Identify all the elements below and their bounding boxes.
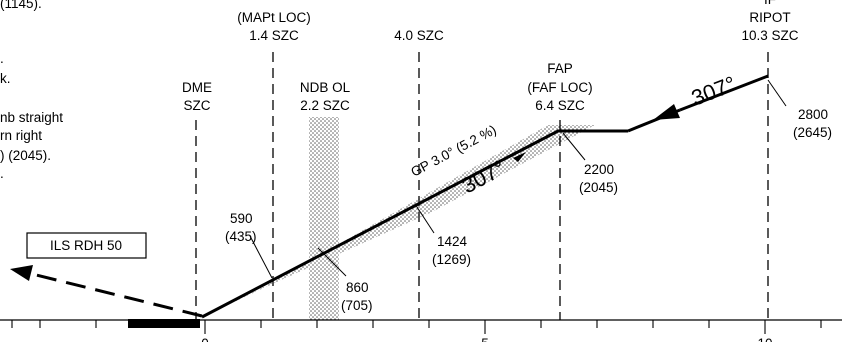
ndb-altitude-agl: (705) (341, 298, 373, 313)
ip-label-line2: RIPOT (749, 10, 790, 25)
altitude-callouts: 2800 (2645) 2200 (2045) 590 (435) 1424 (… (225, 107, 832, 313)
ndb-shaded-band (309, 117, 339, 320)
fix-lines (195, 52, 769, 320)
fap-label-line3: 6.4 SZC (535, 98, 585, 113)
ils-rdh-box: ILS RDH 50 (26, 232, 147, 259)
ndb-altitude-msl: 860 (346, 280, 369, 295)
note-line: . (0, 166, 4, 181)
ip-altitude-msl: 2800 (798, 107, 828, 122)
distance-scale: 0 5 10 (0, 319, 842, 342)
inbound-arrow-icon (653, 104, 680, 120)
ip-altitude-agl: (2645) (793, 125, 832, 140)
procedure-notes: (1145). . k. nb straight rn right ) (204… (0, 0, 63, 181)
ip-label-line1: IF (764, 0, 776, 7)
note-line: k. (0, 71, 11, 86)
ip-label-line3: 10.3 SZC (741, 28, 798, 43)
scale-label: 10 (757, 336, 772, 342)
dme-label-line1: DME (182, 80, 212, 95)
note-line: . (0, 51, 4, 66)
mapt-label-line2: 1.4 SZC (249, 28, 299, 43)
mapt-altitude-agl: (435) (225, 229, 257, 244)
dme4-label: 4.0 SZC (394, 28, 444, 43)
glidepath-shaded-area (200, 125, 595, 318)
scale-label: 0 (201, 336, 209, 342)
mapt-altitude-msl: 590 (230, 211, 253, 226)
mapt-label-line1: (MAPt LOC) (237, 10, 311, 25)
mid-altitude-agl: (1269) (432, 252, 471, 267)
fap-label-line2: (FAF LOC) (527, 80, 592, 95)
callout-leaders (249, 79, 787, 279)
missed-approach-arrow-icon (10, 265, 33, 281)
missed-approach-track (10, 265, 203, 318)
initial-approach-line (679, 74, 769, 112)
mid-altitude-msl: 1424 (437, 234, 468, 249)
final-approach-path (201, 129, 628, 319)
missed-approach-line (27, 271, 203, 318)
fix-labels: (MAPt LOC) 1.4 SZC 4.0 SZC IF RIPOT 10.3… (182, 0, 799, 113)
ndb-label-line2: 2.2 SZC (300, 98, 350, 113)
final-course-arrow-icon (513, 152, 526, 162)
runway-bar (128, 319, 200, 328)
dme-label-line2: SZC (184, 98, 211, 113)
initial-course-label: 307° (688, 71, 739, 111)
note-line: nb straight (0, 110, 63, 125)
note-line: rn right (0, 128, 42, 143)
initial-approach-segment (627, 74, 769, 133)
ils-rdh-label: ILS RDH 50 (50, 238, 122, 253)
note-line: ) (2045). (0, 148, 51, 163)
scale-label: 5 (481, 336, 489, 342)
fap-altitude-msl: 2200 (584, 162, 614, 177)
ndb-label-line1: NDB OL (300, 80, 351, 95)
fap-altitude-agl: (2045) (579, 180, 618, 195)
note-line: (1145). (0, 0, 42, 11)
fap-label-line1: FAP (547, 61, 573, 76)
